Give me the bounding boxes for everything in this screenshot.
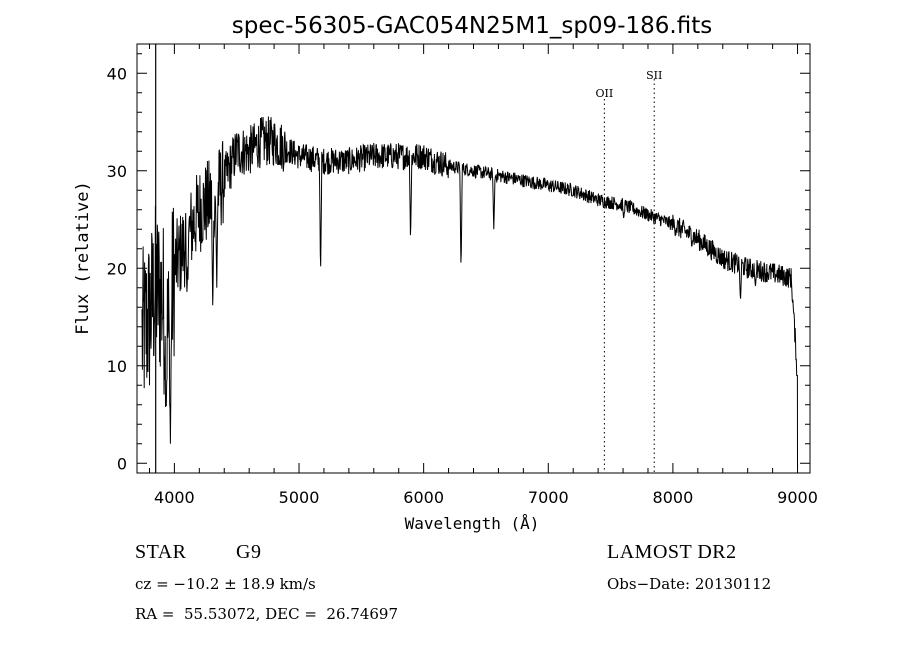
x-tick-label: 9000: [777, 488, 818, 507]
subclass-label: G9: [236, 541, 262, 563]
x-axis-ticks: 4000 5000 6000 7000 8000 9000: [148, 44, 818, 507]
redshift-text: cz = −10.2 ± 18.9 km/s: [135, 575, 316, 593]
marker-label-oii: OII: [596, 87, 614, 100]
y-axis-ticks: 0 10 20 30 40: [107, 53, 810, 473]
x-tick-label: 6000: [403, 488, 444, 507]
obs-date-text: Obs−Date: 20130112: [607, 575, 772, 593]
y-tick-label: 0: [117, 454, 127, 473]
x-tick-label: 4000: [154, 488, 195, 507]
survey-label: LAMOST DR2: [607, 541, 737, 563]
x-tick-label: 8000: [653, 488, 694, 507]
spectrum-line: [141, 116, 798, 469]
x-tick-label: 5000: [279, 488, 320, 507]
coordinates-text: RA = 55.53072, DEC = 26.74697: [135, 605, 399, 623]
y-axis-label: Flux (relative): [73, 181, 93, 335]
y-tick-label: 10: [107, 357, 127, 376]
class-label: STAR: [135, 541, 187, 563]
y-tick-label: 30: [107, 162, 127, 181]
x-tick-label: 7000: [528, 488, 569, 507]
y-tick-label: 20: [107, 259, 127, 278]
x-axis-label: Wavelength (Å): [405, 514, 540, 533]
marker-label-sii: SII: [646, 69, 662, 82]
emission-line-markers: OII SII: [596, 69, 662, 473]
chart-title: spec-56305-GAC054N25M1_sp09-186.fits: [232, 13, 712, 39]
plot-frame: [136, 43, 811, 474]
y-tick-label: 40: [107, 64, 127, 83]
